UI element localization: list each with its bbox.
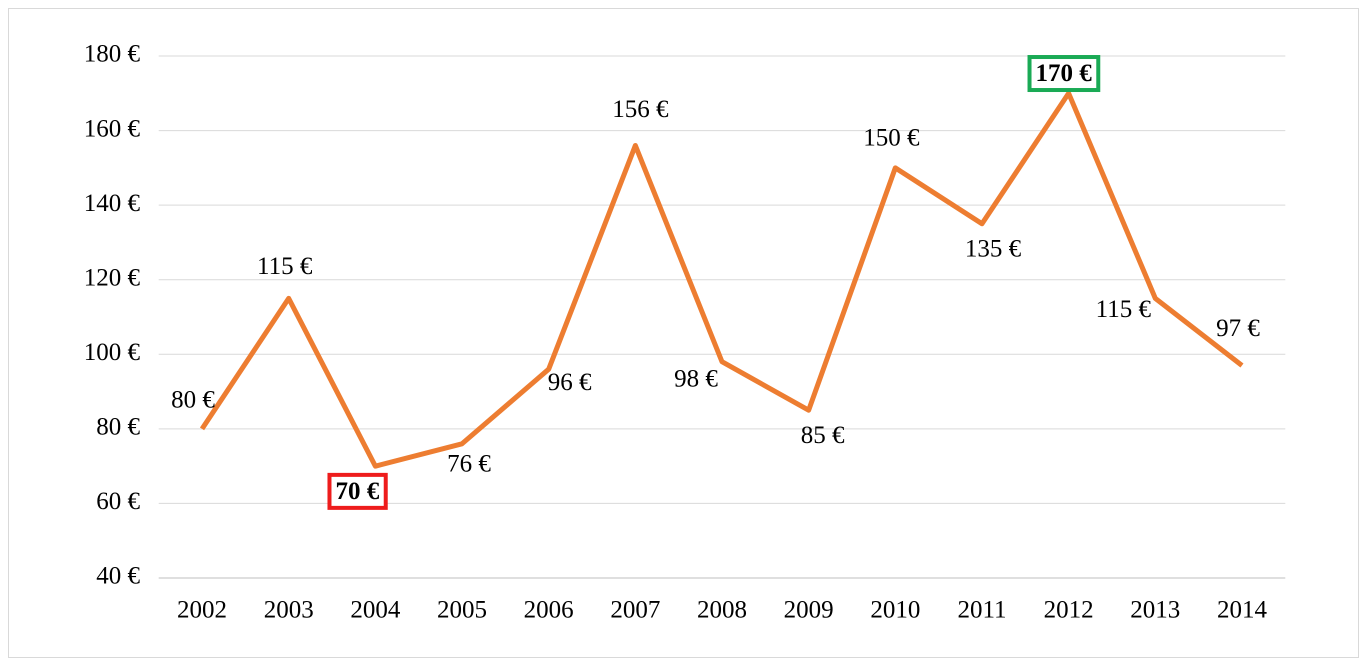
x-tick-label: 2013 <box>1130 597 1180 624</box>
data-label: 115 € <box>1096 296 1152 323</box>
line-series <box>199 90 1244 469</box>
y-tick-label: 100 € <box>84 339 141 366</box>
x-tick-label: 2010 <box>870 597 920 624</box>
x-tick-label: 2012 <box>1044 597 1094 624</box>
data-label: 76 € <box>447 451 491 478</box>
data-label: 80 € <box>171 387 215 414</box>
data-label: 98 € <box>674 365 718 392</box>
data-label: 115 € <box>257 253 313 280</box>
x-tick-label: 2002 <box>177 597 227 624</box>
y-tick-label: 60 € <box>96 488 140 515</box>
data-label: 156 € <box>612 96 669 123</box>
data-label: 150 € <box>863 125 920 152</box>
x-tick-label: 2007 <box>610 597 660 624</box>
x-tick-label: 2009 <box>784 597 834 624</box>
data-label: 97 € <box>1216 315 1260 342</box>
highlight-box <box>327 472 388 510</box>
x-tick-label: 2004 <box>350 597 401 624</box>
y-tick-label: 140 € <box>84 190 141 217</box>
y-tick-label: 160 € <box>84 115 141 142</box>
y-tick-label: 120 € <box>84 264 141 291</box>
data-label: 70 € <box>335 478 379 505</box>
y-tick-label: 80 € <box>96 414 140 441</box>
data-label: 96 € <box>548 369 592 396</box>
highlight-box <box>1027 55 1101 93</box>
data-label: 170 € <box>1036 60 1093 87</box>
x-tick-label: 2011 <box>957 597 1006 624</box>
data-label: 135 € <box>965 236 1022 263</box>
x-tick-label: 2005 <box>437 597 487 624</box>
data-label: 85 € <box>801 422 845 449</box>
x-tick-label: 2014 <box>1217 597 1268 624</box>
y-tick-label: 40 € <box>96 563 140 590</box>
x-tick-label: 2006 <box>524 597 574 624</box>
x-tick-label: 2003 <box>264 597 314 624</box>
chart-border <box>8 8 1359 658</box>
y-tick-label: 180 € <box>84 41 141 68</box>
x-tick-label: 2008 <box>697 597 747 624</box>
